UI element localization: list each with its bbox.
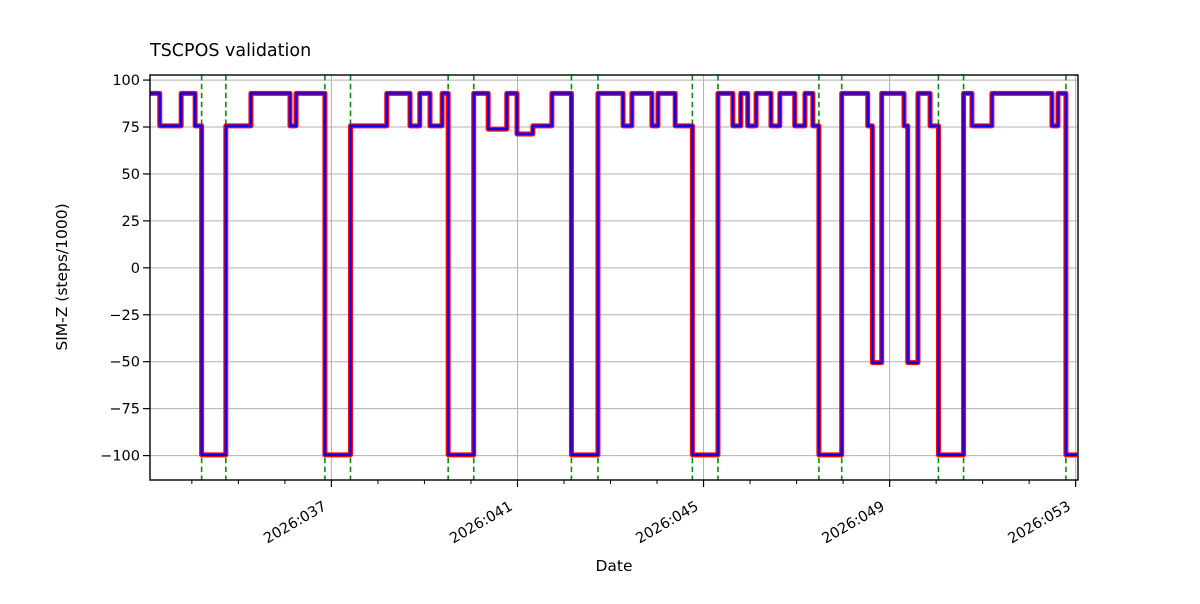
x-axis-label: Date [595, 557, 632, 575]
x-tick-label: 2026:037 [261, 499, 329, 548]
x-tick-label: 2026:049 [819, 499, 887, 548]
axes-spines [149, 74, 1079, 481]
x-tick-label: 2026:053 [1006, 499, 1074, 548]
x-tick-label: 2026:045 [633, 499, 701, 548]
plot-area: 2026:037 2026:041 2026:045 2026:049 2026:053… [100, 73, 1079, 548]
y-tick-label: −75 [109, 402, 140, 418]
y-axis-label: SIM-Z (steps/1000) [53, 203, 71, 350]
y-tick-label: 100 [112, 73, 140, 89]
chart-title: TSCPOS validation [149, 41, 311, 61]
y-tick-label: 0 [131, 261, 140, 277]
y-tick-label: 50 [122, 167, 140, 183]
y-tick-label: −100 [100, 449, 140, 465]
telemetry-line [150, 92, 1078, 457]
y-tick-label: 75 [122, 120, 140, 136]
x-tick-label: 2026:041 [447, 499, 515, 548]
y-tick-label: −50 [109, 355, 140, 371]
y-tick-label: −25 [109, 308, 140, 324]
y-tick-label: 25 [122, 214, 140, 230]
